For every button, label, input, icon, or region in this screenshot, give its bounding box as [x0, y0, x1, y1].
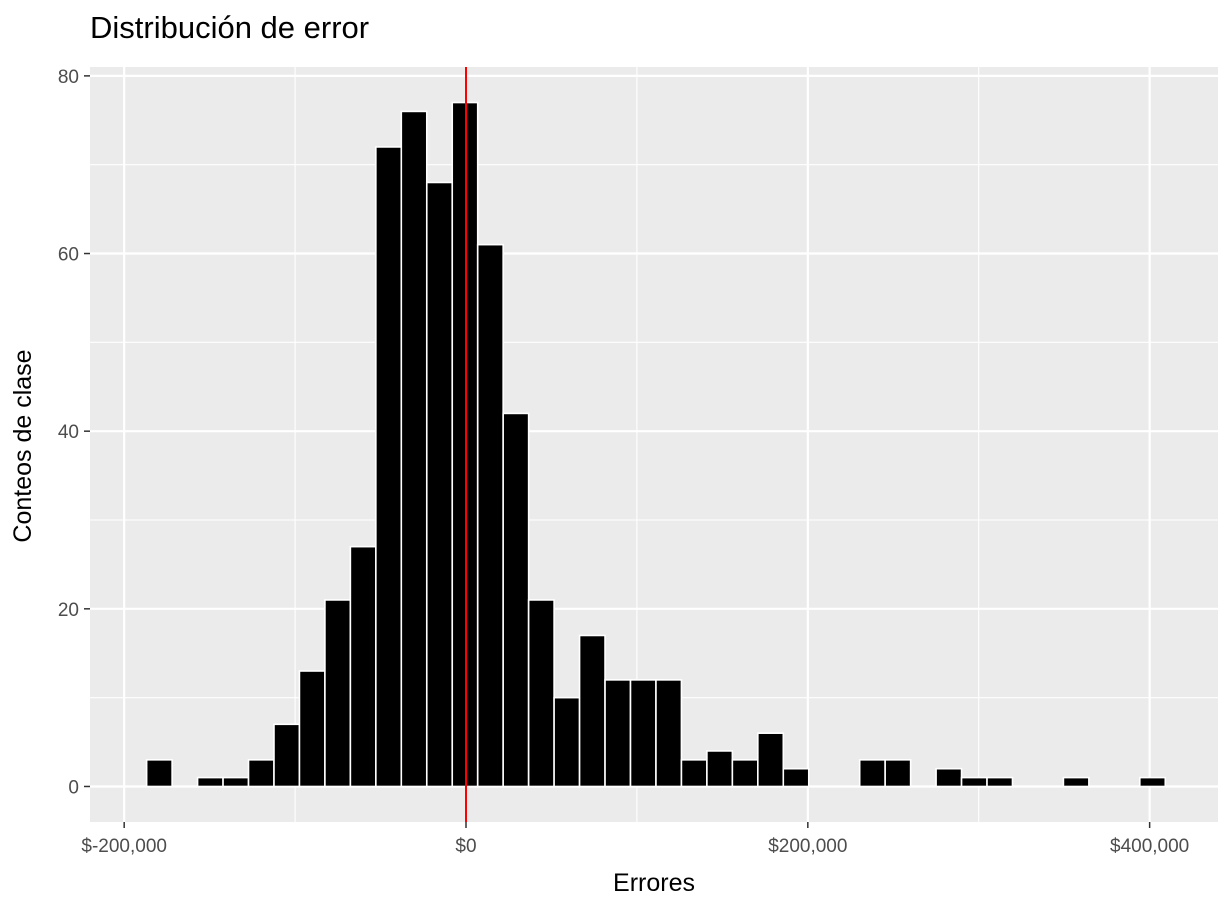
y-tick-label: 40 — [58, 422, 79, 443]
histogram-bar — [375, 146, 403, 788]
histogram-bar — [222, 776, 250, 788]
histogram-bar — [425, 181, 454, 788]
x-tick-label: $0 — [455, 836, 476, 857]
chart-title: Distribución de error — [90, 10, 369, 45]
x-tick-label: $400,000 — [1110, 836, 1189, 857]
histogram-bar — [858, 759, 886, 788]
histogram-bar — [1062, 776, 1090, 788]
y-tick-label: 60 — [58, 245, 79, 266]
histogram-bar — [655, 679, 683, 788]
histogram-bar — [247, 759, 275, 788]
histogram-bars — [145, 101, 1167, 788]
histogram-bar — [527, 599, 555, 788]
histogram-bar — [196, 776, 224, 788]
histogram-bar — [680, 759, 708, 788]
x-axis: $-200,000 $0 $200,000 $400,000 — [81, 822, 1189, 857]
histogram-bar — [578, 634, 606, 788]
y-axis: 0 20 40 60 80 — [58, 67, 90, 798]
histogram-bar — [324, 599, 352, 788]
histogram-bar — [145, 759, 173, 788]
histogram-bar — [451, 101, 479, 788]
histogram-bar — [502, 412, 530, 788]
histogram-bar — [553, 696, 581, 788]
histogram-bar — [960, 776, 988, 788]
histogram-bar — [298, 670, 326, 788]
histogram-bar — [884, 759, 912, 788]
y-axis-title: Conteos de clase — [9, 349, 37, 542]
x-tick-label: $-200,000 — [81, 836, 167, 857]
y-tick-label: 20 — [58, 600, 79, 621]
histogram-bar — [1139, 776, 1167, 788]
histogram-bar — [476, 243, 504, 788]
histogram-bar — [731, 759, 759, 788]
histogram-bar — [629, 679, 657, 788]
histogram-bar — [757, 732, 785, 788]
histogram-bar — [935, 767, 963, 788]
histogram-bar — [706, 750, 734, 788]
histogram-bar — [400, 110, 428, 788]
histogram-bar — [782, 767, 810, 788]
x-tick-label: $200,000 — [768, 836, 847, 857]
histogram-bar — [349, 545, 377, 788]
histogram-bar — [604, 679, 632, 788]
x-axis-title: Errores — [613, 869, 695, 897]
y-tick-label: 80 — [58, 67, 79, 88]
y-tick-label: 0 — [68, 777, 79, 798]
histogram-bar — [273, 723, 301, 788]
histogram-bar — [986, 776, 1014, 788]
